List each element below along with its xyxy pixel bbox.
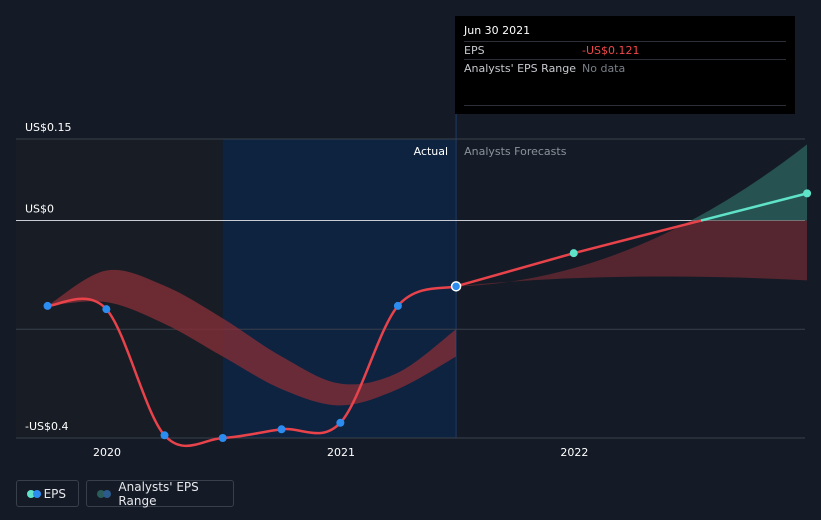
legend-eps-swatch [27, 489, 41, 499]
y-tick-label-2: -US$0.4 [25, 420, 69, 433]
legend-range-dot-actual [103, 489, 111, 498]
y-tick-label-0: US$0.15 [25, 121, 72, 134]
legend-range-label: Analysts' EPS Range [118, 479, 199, 508]
axis-labels: US$0.15 US$0 -US$0.4 2020 2021 2022 Actual Anal… [25, 121, 588, 459]
chart-background [16, 114, 457, 438]
eps-point-5[interactable] [336, 418, 345, 427]
hover-tooltip: Jun 30 2021 EPS -US$0.121 Analysts' EPS … [455, 16, 795, 114]
historical-range-band [47, 269, 457, 406]
legend-eps-dot-forecast [27, 489, 35, 498]
tooltip-eps-label: EPS [464, 44, 485, 57]
legend-range-swatch [97, 489, 111, 499]
legend-range-dot-forecast [97, 489, 105, 498]
forecast-range-band-negative [456, 220, 808, 287]
eps-forecast-line-positive [700, 192, 808, 222]
legend-eps-dot-actual [33, 489, 41, 498]
tooltip-row-eps: EPS -US$0.121 [464, 41, 786, 59]
eps-point-4[interactable] [277, 425, 286, 434]
y-tick-label-1: US$0 [25, 203, 54, 216]
x-tick-label-0: 2020 [93, 446, 121, 459]
eps-actual-line [47, 285, 457, 448]
tooltip-divider [464, 105, 786, 106]
eps-point-2[interactable] [160, 431, 169, 440]
gridlines [16, 138, 805, 439]
tooltip-range-value: No data [582, 62, 626, 75]
eps-point-7[interactable] [450, 281, 462, 292]
tooltip-date: Jun 30 2021 [464, 24, 531, 37]
tooltip-eps-value: -US$0.121 [582, 44, 640, 57]
tooltip-range-label: Analysts' EPS Range [464, 62, 577, 75]
eps-forecast-point[interactable] [569, 249, 578, 258]
legend-eps-range-button[interactable]: Analysts' EPS Range [86, 479, 234, 508]
eps-markers [43, 189, 812, 442]
eps-point-1[interactable] [102, 305, 111, 314]
x-tick-label-2: 2022 [560, 446, 588, 459]
legend-eps-button[interactable]: EPS [16, 480, 79, 507]
actual-label: Actual [414, 145, 448, 158]
eps-point-3[interactable] [218, 434, 227, 442]
x-tick-label-1: 2021 [327, 446, 355, 459]
eps-point-6[interactable] [393, 301, 402, 310]
forecast-label: Analysts Forecasts [464, 145, 567, 158]
legend-eps-label: EPS [43, 486, 66, 501]
tooltip-row-range: Analysts' EPS Range No data [464, 59, 786, 77]
eps-point-0[interactable] [43, 301, 52, 310]
eps-forecast-endpoint[interactable] [803, 189, 812, 198]
